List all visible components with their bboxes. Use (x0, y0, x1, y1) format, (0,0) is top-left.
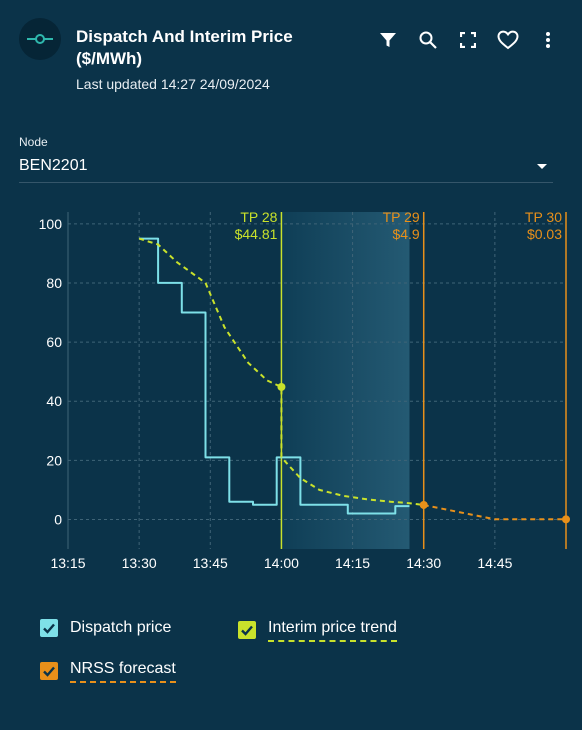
marker-value: $44.81 (235, 226, 278, 242)
filter-icon (380, 33, 396, 47)
app-logo (19, 18, 61, 60)
y-tick-label: 60 (46, 334, 62, 350)
marker-point (277, 382, 286, 391)
search-icon (419, 31, 437, 49)
x-tick-label: 14:00 (264, 555, 299, 571)
node-value: BEN2201 (19, 157, 88, 174)
marker-point (562, 515, 570, 524)
x-tick-label: 14:30 (406, 555, 441, 571)
legend-label-dispatch: Dispatch price (70, 619, 172, 636)
check-icon (241, 625, 253, 636)
last-updated: Last updated 14:27 24/09/2024 (76, 76, 270, 92)
dropdown-arrow-icon (537, 164, 547, 169)
interim-checkbox[interactable] (238, 621, 256, 639)
check-icon (43, 623, 55, 634)
x-tick-label: 14:15 (335, 555, 370, 571)
legend-label-interim: Interim price trend (268, 618, 397, 642)
fullscreen-button[interactable] (448, 28, 488, 52)
search-button[interactable] (408, 28, 448, 52)
more-vert-icon (546, 32, 550, 48)
legend-dispatch-price[interactable]: Dispatch price (40, 618, 171, 638)
marker-label: TP 29 (383, 209, 420, 225)
series-line-interim-price-trend (138, 237, 424, 506)
y-tick-label: 80 (46, 275, 62, 291)
shaded-interval (281, 212, 410, 549)
nrss-checkbox[interactable] (40, 662, 58, 680)
node-icon (27, 34, 53, 44)
toolbar (368, 28, 568, 52)
x-tick-label: 13:45 (193, 555, 228, 571)
more-button[interactable] (528, 28, 568, 52)
dispatch-checkbox[interactable] (40, 619, 58, 637)
x-tick-label: 13:30 (122, 555, 157, 571)
check-icon (43, 666, 55, 677)
marker-label: TP 30 (525, 209, 562, 225)
marker-value: $0.03 (527, 226, 562, 242)
y-tick-label: 100 (39, 216, 63, 232)
node-label: Node (19, 135, 48, 149)
marker-point (419, 500, 428, 509)
favourite-button[interactable] (488, 28, 528, 52)
marker-value: $4.9 (392, 226, 419, 242)
marker-label: TP 28 (240, 209, 277, 225)
legend-label-nrss: NRSS forecast (70, 659, 176, 683)
y-tick-label: 20 (46, 452, 62, 468)
node-select[interactable]: BEN2201 (19, 152, 553, 183)
legend-interim-price-trend[interactable]: Interim price trend (238, 618, 397, 642)
x-tick-label: 14:45 (477, 555, 512, 571)
price-chart: 0 20 40 60 80 100 13:15 13:30 13:45 14:00 14:15 14:… (39, 209, 570, 571)
legend-nrss-forecast[interactable]: NRSS forecast (40, 659, 176, 683)
series-line-dispatch-price (139, 237, 410, 515)
filter-button[interactable] (368, 28, 408, 52)
x-tick-label: 13:15 (50, 555, 85, 571)
page-title: Dispatch And Interim Price ($/MWh) (76, 27, 293, 68)
y-tick-label: 40 (46, 393, 62, 409)
y-tick-label: 0 (54, 511, 62, 527)
series-line-nrss-forecast (423, 504, 566, 521)
heart-icon (497, 30, 519, 50)
fullscreen-icon (460, 32, 476, 48)
